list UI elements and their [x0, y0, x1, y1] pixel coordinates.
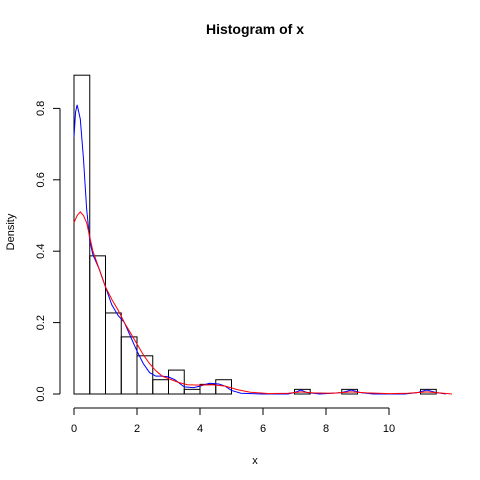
chart-title: Histogram of x	[206, 21, 304, 37]
x-tick-label-1: 2	[134, 423, 140, 435]
density-curve-0	[73, 104, 446, 395]
histogram-bar-14	[294, 388, 311, 395]
histogram-bar-0	[73, 74, 91, 395]
histogram-bar-5	[152, 379, 169, 395]
x-axis-label: x	[252, 455, 258, 467]
histogram-bar-2	[105, 312, 122, 395]
density-curve-1	[73, 211, 453, 395]
y-axis-label: Density	[5, 213, 17, 250]
y-tick-label-0: 0.0	[35, 386, 47, 401]
y-axis: 0.0 0.2 0.4 0.6 0.8	[35, 101, 61, 402]
x-tick-label-5: 10	[383, 423, 395, 435]
x-tick-label-3: 6	[260, 423, 266, 435]
histogram-bar-4	[136, 355, 154, 395]
histogram-bar-9	[215, 379, 232, 395]
y-tick-label-4: 0.8	[35, 101, 47, 116]
x-tick-label-4: 8	[323, 423, 329, 435]
x-axis: 0 2 4 6 8 10	[71, 407, 395, 435]
y-tick-label-3: 0.6	[35, 172, 47, 187]
y-tick-label-2: 0.4	[35, 244, 47, 259]
histogram-bar-1	[89, 255, 106, 395]
x-tick-label-0: 0	[71, 423, 77, 435]
histogram-bar-7	[183, 388, 201, 395]
x-tick-label-2: 4	[197, 423, 203, 435]
histogram-bars	[73, 74, 437, 395]
density-curves	[73, 104, 453, 395]
histogram-bar-6	[168, 369, 185, 395]
y-tick-label-1: 0.2	[35, 315, 47, 330]
